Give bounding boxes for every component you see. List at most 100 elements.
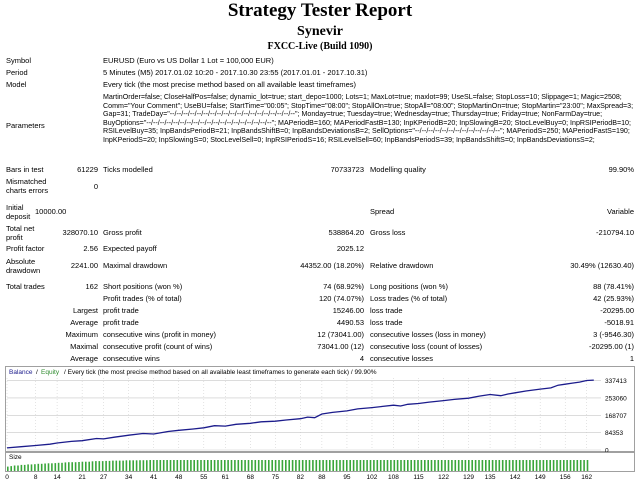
x-tick-label: 156: [560, 474, 571, 480]
size-bar: [10, 466, 12, 472]
size-bar: [288, 460, 290, 471]
x-tick-label: 149: [535, 474, 546, 480]
size-bar: [135, 460, 138, 471]
size-bar: [339, 460, 341, 471]
x-axis-ticks: 0 8 14 21 27 34 41 48 55 61 68 75 82 88 95 102 108 115 122…: [5, 474, 592, 480]
net-label-2: profit: [6, 233, 23, 242]
x-tick-label: 95: [343, 474, 351, 480]
max-dd-value: 44352.00 (18.20%): [300, 261, 364, 270]
size-bar: [200, 460, 202, 471]
size-bar: [64, 462, 67, 471]
size-bar: [569, 460, 572, 471]
size-bar: [468, 460, 470, 471]
size-bar: [478, 460, 480, 471]
size-bar: [532, 460, 534, 471]
model-label: Model: [6, 80, 27, 89]
size-bar: [444, 460, 446, 471]
size-bar: [183, 460, 185, 471]
x-tick-label: 8: [34, 474, 38, 480]
y-tick-label: 84353: [605, 430, 623, 437]
y-tick-label: 0: [605, 448, 609, 453]
size-bar: [230, 460, 233, 471]
size-bar: [13, 465, 16, 471]
mismatch-value: 0: [93, 182, 98, 191]
size-bar: [430, 460, 433, 471]
size-bar: [285, 460, 287, 471]
size-bar: [491, 460, 494, 471]
size-bar: [118, 460, 121, 471]
size-bar: [129, 460, 131, 471]
maximal-label: Maximal: [70, 342, 98, 351]
balance-line: [6, 379, 594, 449]
x-tick-label: 108: [388, 474, 399, 480]
size-bar: [451, 460, 453, 471]
x-tick-label: 14: [53, 474, 61, 480]
size-bar: [424, 460, 426, 471]
period-value: 5 Minutes (M5) 2017.01.02 10:20 - 2017.1…: [103, 68, 368, 77]
size-bar: [335, 460, 338, 471]
size-bar: [349, 460, 351, 471]
size-bar: [122, 460, 124, 471]
size-bar: [251, 460, 253, 471]
size-bar: [332, 460, 334, 471]
size-bar: [437, 460, 440, 471]
size-bar: [176, 460, 179, 471]
maximal-consec-profit-label: consecutive profit (count of wins): [103, 342, 213, 351]
size-bar: [281, 460, 284, 471]
x-tick-label: 0: [5, 474, 9, 480]
avg-consec-wins-value: 4: [359, 354, 364, 363]
max-consec-wins-value: 12 (73041.00): [317, 330, 364, 339]
x-tick-label: 122: [438, 474, 449, 480]
size-bar: [220, 460, 223, 471]
average-label: Average: [70, 318, 98, 327]
size-bar: [440, 460, 443, 471]
server-build: FXCC-Live (Build 1090): [267, 41, 373, 52]
size-bar: [156, 460, 158, 471]
short-label: Short positions (won %): [103, 282, 183, 291]
size-bar: [579, 460, 582, 471]
size-bar: [20, 464, 23, 471]
maximal-consec-loss-label: consecutive loss (count of losses): [370, 342, 483, 351]
size-bar: [159, 460, 162, 471]
largest-profit-label: profit trade: [103, 306, 139, 315]
legend-separator: /: [36, 369, 38, 376]
y-tick-label: 253060: [605, 395, 627, 402]
size-bar: [254, 460, 257, 471]
size-bar: [146, 460, 148, 471]
maximal-consec-profit-value: 73041.00 (12): [317, 342, 364, 351]
size-bar: [512, 460, 514, 471]
size-bar: [315, 460, 318, 471]
largest-loss-value: -20295.00: [600, 306, 634, 315]
total-trades-value: 162: [85, 282, 98, 291]
size-bar: [410, 460, 412, 471]
size-bar: [566, 460, 568, 471]
spread-label: Spread: [370, 207, 395, 216]
expected-payoff-value: 2025.12: [336, 244, 364, 253]
net-value: 328070.10: [62, 228, 98, 237]
size-bar: [322, 460, 324, 471]
size-bar: [179, 460, 182, 471]
size-bar: [44, 463, 46, 471]
size-bar: [495, 460, 497, 471]
maximal-consec-loss-value: -20295.00 (1): [588, 342, 634, 351]
size-bar: [498, 460, 501, 471]
size-bar: [501, 460, 504, 471]
size-bar: [210, 460, 212, 471]
size-bar: [78, 462, 80, 471]
size-bar: [295, 460, 297, 471]
ticks-value: 70733723: [330, 165, 364, 174]
mismatch-label-2: charts errors: [6, 186, 49, 195]
size-bar: [393, 460, 396, 471]
initial-value: 10000.00: [35, 207, 67, 216]
size-bar: [563, 460, 565, 471]
x-tick-label: 142: [510, 474, 521, 480]
x-tick-label: 41: [150, 474, 158, 480]
size-bar: [27, 464, 29, 471]
size-bar: [576, 460, 579, 471]
largest-loss-label: loss trade: [370, 306, 403, 315]
size-bar: [240, 460, 243, 471]
size-bar: [173, 460, 175, 471]
size-bar: [40, 463, 43, 471]
size-bar: [125, 460, 128, 471]
size-bar: [329, 460, 331, 471]
